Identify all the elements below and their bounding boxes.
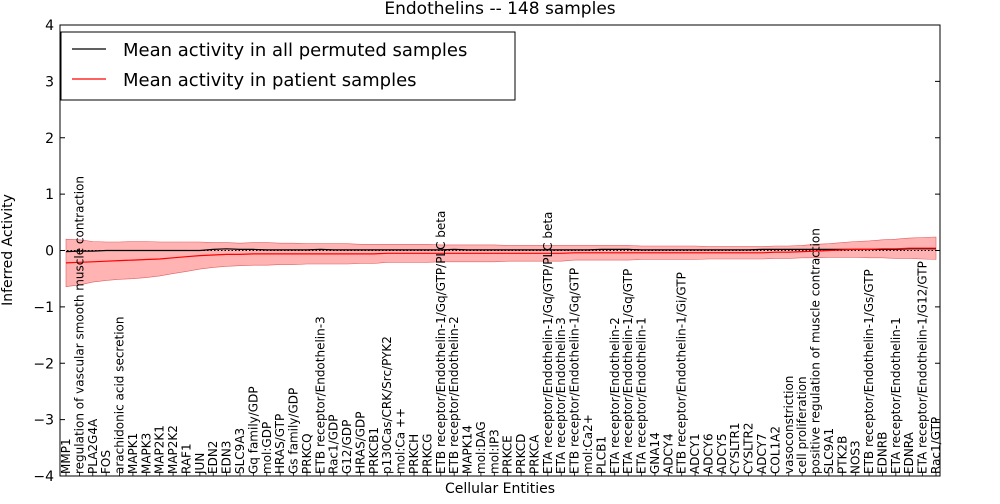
legend-patient-label: Mean activity in patient samples: [123, 70, 417, 91]
x-tick-label: MAP2K1: [153, 425, 167, 474]
x-axis-label: Cellular Entities: [445, 481, 555, 497]
y-tick-label: −1: [33, 300, 54, 316]
tick-layer: 4 3 2 1 0 −1 −2 −3 −4: [33, 18, 940, 485]
x-tick-label: ETA receptor/Endothelin-1: [635, 317, 649, 474]
x-tick-label: HRAS/GTP: [273, 414, 287, 474]
x-tick-label: ADCY4: [661, 433, 675, 474]
x-tick-label: mol:Ca2+: [581, 414, 595, 474]
plot-frame: [59, 24, 941, 477]
x-tick-label: PRKCH: [407, 434, 421, 474]
x-tick-label: mol:IP3: [487, 429, 501, 474]
x-tick-label: ETA receptor/Endothelin-3: [554, 317, 568, 474]
x-tick-label: FOS: [99, 450, 113, 474]
x-tick-label: cell proliferation: [795, 376, 809, 474]
x-tick-label: mol:GDP: [260, 422, 274, 474]
x-tick-label: vasoconstriction: [782, 376, 796, 474]
x-tick-label: MAPK3: [139, 433, 153, 474]
x-tick-label: HRAS/GDP: [354, 411, 368, 474]
x-tick-label: JUN: [193, 453, 207, 475]
x-tick-label: EDNRB: [876, 432, 890, 474]
y-tick-label: 4: [45, 18, 54, 34]
x-tick-label: EDN2: [206, 441, 220, 474]
series-line-layer: [60, 247, 940, 264]
y-tick-label: 2: [45, 131, 54, 147]
x-tick-label: ETB receptor/Endothelin-1/Gq/GTP/PLC bet…: [434, 211, 448, 474]
y-tick-label: −4: [33, 469, 54, 485]
x-tick-label: ADCY7: [755, 433, 769, 474]
x-tick-label: ETB receptor/Endothelin-1/Gq/GTP: [568, 268, 582, 474]
x-tick-label: p130Cas/CRK/Src/PYK2: [380, 336, 394, 474]
x-tick-label: EDN3: [220, 441, 234, 474]
x-tick-label: ETA receptor/Endothelin-1: [889, 317, 903, 474]
legend-permuted-label: Mean activity in all permuted samples: [123, 40, 467, 61]
x-tick-label: PRKCB1: [367, 427, 381, 474]
y-axis-label: Inferred Activity: [0, 194, 16, 306]
x-tick-label: ETB receptor/Endothelin-1/Gi/GTP: [675, 272, 689, 474]
x-tick-label: ETB receptor/Endothelin-1/Gs/GTP: [862, 269, 876, 474]
x-tick-label: MMP1: [59, 438, 73, 474]
x-tick-label: PTK2B: [835, 436, 849, 474]
x-tick-label: PRKCE: [501, 435, 515, 474]
x-tick-label: PRKCQ: [300, 433, 314, 474]
x-tick-label: PRKCA: [528, 434, 542, 474]
x-tick-label: PRKCD: [514, 434, 528, 474]
x-tick-label: MAPK14: [461, 425, 475, 474]
x-tick-label: Rac1/GDP: [327, 415, 341, 474]
x-tick-label: Rac1/GTP: [929, 417, 943, 474]
x-tick-label: ETA receptor/Endothelin-1/G12/GTP: [916, 261, 930, 474]
x-tick-label: ETB receptor/Endothelin-3: [313, 316, 327, 474]
y-tick-label: −3: [33, 413, 54, 429]
legend-box: [60, 31, 516, 101]
chart-title: Endothelins -- 148 samples: [384, 0, 615, 19]
x-tick-label: PLA2G4A: [86, 418, 100, 474]
x-tick-label: Gq family/GDP: [246, 386, 260, 474]
x-tick-label: ADCY6: [702, 433, 716, 474]
y-tick-label: 1: [45, 187, 54, 203]
x-tick-label: ADCY1: [688, 433, 702, 474]
x-tick-label: ETA receptor/Endothelin-1/Gq/GTP/PLC bet…: [541, 212, 555, 474]
x-tick-label: MAPK1: [126, 433, 140, 474]
x-tick-label: MAP2K2: [166, 425, 180, 474]
x-tick-label: mol:Ca ++: [394, 408, 408, 474]
x-tick-label: NOS3: [849, 440, 863, 474]
x-tick-label: arachidonic acid secretion: [113, 317, 127, 474]
x-tick-label: ETA receptor/Endothelin-2: [608, 317, 622, 474]
x-tick-label: ADCY5: [715, 433, 729, 474]
x-tick-label: Gs family/GDP: [287, 388, 301, 474]
x-tick-label: CYSLTR2: [742, 423, 756, 474]
y-tick-label: 0: [45, 244, 54, 260]
x-tick-label: regulation of vascular smooth muscle con…: [72, 176, 86, 474]
x-tick-label: COL1A2: [768, 426, 782, 474]
x-tick-label: SLC9A1: [822, 428, 836, 474]
x-tick-label: ETB receptor/Endothelin-2: [447, 316, 461, 474]
x-tick-label: CYSLTR1: [728, 423, 742, 474]
x-tick-label: ETA receptor/Endothelin-1/Gq/GTP: [621, 269, 635, 474]
y-tick-label: −2: [33, 356, 54, 372]
category-label-layer: MMP1 regulation of vascular smooth muscle…: [59, 176, 943, 475]
patient-mean-line: [65, 247, 936, 264]
x-tick-label: mol:DAG: [474, 421, 488, 474]
y-tick-label: 3: [45, 74, 54, 90]
x-tick-label: G12/GDP: [340, 420, 354, 474]
x-tick-label: PRKCG: [420, 434, 434, 474]
x-tick-label: SLC9A3: [233, 428, 247, 474]
x-tick-label: positive regulation of muscle contractio…: [809, 228, 823, 474]
permuted-mean-line: [65, 248, 936, 253]
x-tick-label: EDNRA: [902, 431, 916, 474]
x-tick-label: PLCB1: [594, 436, 608, 474]
legend: Mean activity in all permuted samples Me…: [60, 31, 516, 101]
x-tick-label: RAF1: [180, 443, 194, 474]
x-tick-label: GNA14: [648, 432, 662, 474]
